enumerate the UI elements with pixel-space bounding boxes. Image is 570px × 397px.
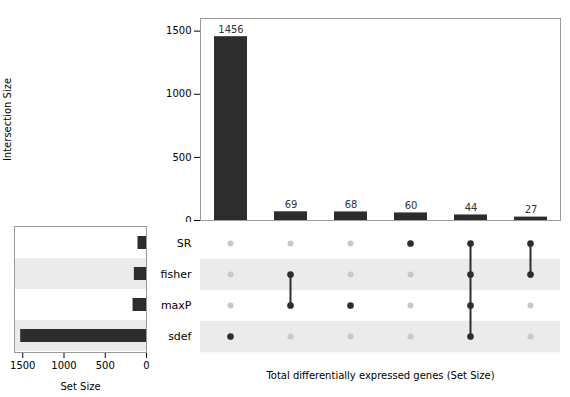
svg-text:SR: SR bbox=[177, 237, 192, 250]
svg-text:500: 500 bbox=[96, 360, 115, 371]
svg-text:maxP: maxP bbox=[161, 299, 192, 312]
svg-text:60: 60 bbox=[405, 200, 418, 211]
svg-text:0: 0 bbox=[143, 360, 149, 371]
svg-text:1500: 1500 bbox=[10, 360, 35, 371]
svg-text:68: 68 bbox=[345, 199, 358, 210]
svg-text:1000: 1000 bbox=[51, 360, 76, 371]
svg-text:69: 69 bbox=[285, 199, 298, 210]
svg-text:27: 27 bbox=[525, 204, 538, 215]
svg-text:500: 500 bbox=[172, 152, 191, 163]
svg-text:1456: 1456 bbox=[218, 24, 243, 35]
svg-text:Intersection Size: Intersection Size bbox=[2, 78, 13, 161]
svg-text:1000: 1000 bbox=[166, 88, 191, 99]
svg-text:0: 0 bbox=[185, 215, 191, 222]
svg-text:Set Size: Set Size bbox=[60, 381, 100, 392]
svg-text:fisher: fisher bbox=[161, 268, 192, 281]
svg-text:1500: 1500 bbox=[166, 25, 191, 36]
svg-text:44: 44 bbox=[465, 202, 478, 213]
svg-text:sdef: sdef bbox=[168, 330, 192, 343]
svg-text:Total differentially expressed: Total differentially expressed genes (Se… bbox=[265, 370, 494, 381]
